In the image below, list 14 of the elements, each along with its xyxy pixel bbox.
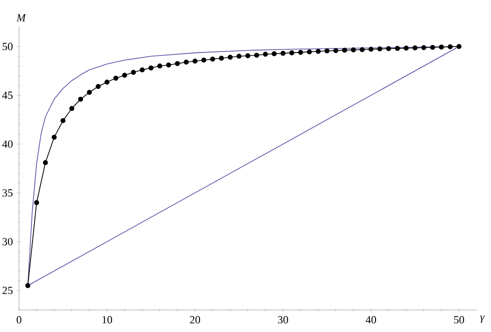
x-tick-label: 20 bbox=[190, 316, 200, 324]
y-tick-label: 50 bbox=[2, 42, 13, 50]
y-tick-label: 40 bbox=[2, 140, 13, 148]
x-axis-title: γ bbox=[480, 316, 485, 323]
y-tick-label: 35 bbox=[2, 189, 13, 197]
x-tick-label: 10 bbox=[102, 316, 112, 324]
y-axis-title: M bbox=[16, 14, 26, 22]
y-tick-label: 25 bbox=[2, 286, 13, 294]
y-tick-label: 45 bbox=[2, 92, 13, 99]
x-tick-label: 0 bbox=[16, 316, 22, 324]
x-tick-label: 30 bbox=[278, 316, 288, 324]
x-tick-label: 50 bbox=[454, 316, 464, 324]
x-tick-label: 40 bbox=[366, 316, 376, 324]
y-tick-label: 30 bbox=[2, 238, 13, 246]
